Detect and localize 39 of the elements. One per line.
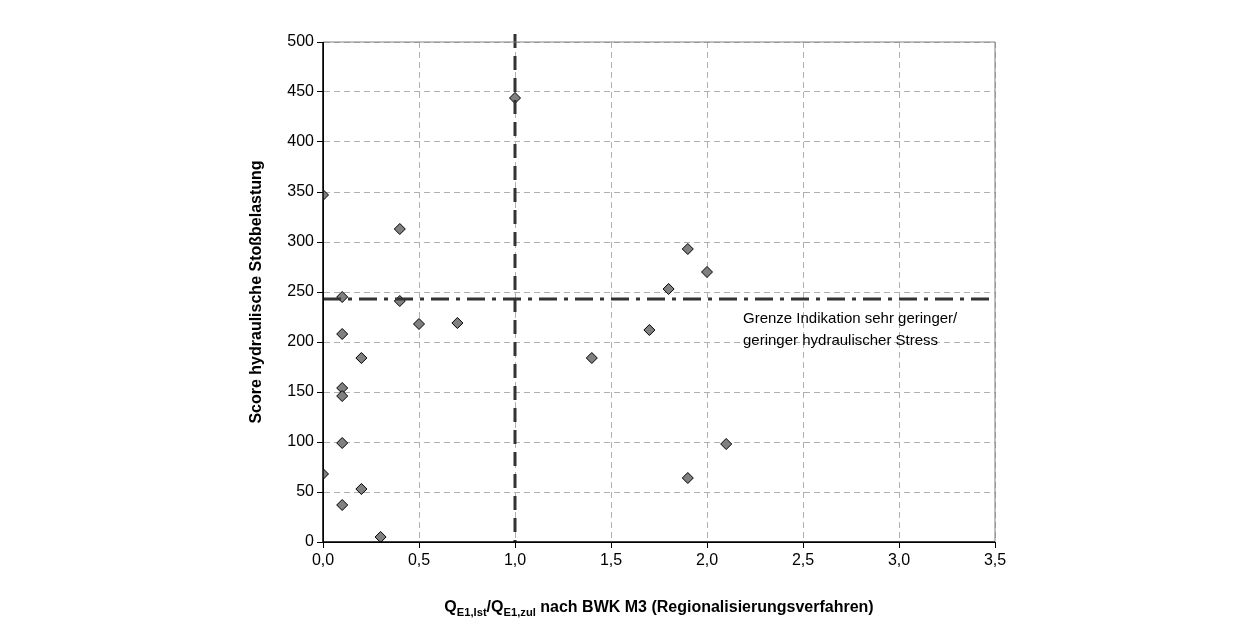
point	[336, 437, 349, 449]
point	[662, 283, 675, 295]
x-tick-label: 3,5	[983, 551, 1007, 569]
point	[336, 499, 349, 511]
y-tick-label: 250	[287, 282, 315, 300]
point	[451, 317, 464, 329]
point	[393, 223, 406, 235]
y-axis-title: Score hydraulische Stoßbelastung	[247, 160, 264, 424]
point	[355, 352, 368, 364]
point	[585, 352, 598, 364]
x-tick-label: 1,0	[503, 551, 527, 569]
x-tick-label: 2,5	[791, 551, 815, 569]
y-tick-label: 500	[287, 32, 315, 50]
point	[336, 291, 349, 303]
x-tick-label: 1,5	[599, 551, 623, 569]
point	[643, 324, 656, 336]
point	[355, 483, 368, 495]
point	[701, 266, 713, 278]
y-tick-label: 450	[287, 82, 315, 100]
y-tick-label: 50	[296, 482, 315, 500]
y-tick-label: 100	[287, 432, 315, 450]
point	[720, 438, 733, 450]
y-tick-label: 0	[305, 532, 315, 550]
point	[413, 318, 425, 330]
point	[374, 531, 387, 542]
y-tick-label: 350	[287, 182, 315, 200]
y-tick-label: 150	[287, 382, 315, 400]
y-tick-label: 300	[287, 232, 315, 250]
ref-line-label: Grenze Indikation sehr geringer/ geringer hydraulischer Stress	[743, 308, 959, 348]
point	[681, 472, 694, 484]
x-tick-label: 3,0	[887, 551, 911, 569]
point	[681, 243, 694, 255]
point	[336, 390, 349, 402]
y-tick-label: 200	[287, 332, 315, 350]
point	[336, 328, 349, 340]
x-tick-label: 0,5	[407, 551, 431, 569]
x-tick-label: 0,0	[311, 551, 335, 569]
y-tick-label: 400	[287, 132, 315, 150]
x-tick-label: 2,0	[695, 551, 719, 569]
